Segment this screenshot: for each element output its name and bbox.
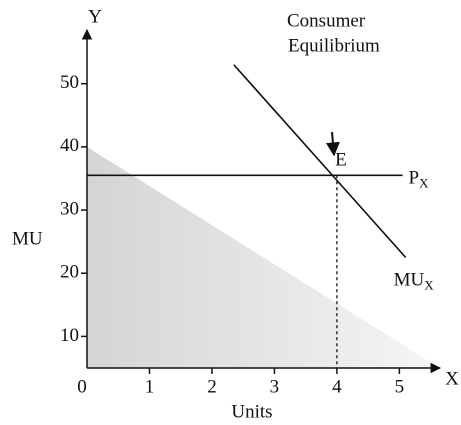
annotation-arrow — [325, 131, 340, 157]
series-subscript: X — [419, 175, 429, 190]
x-title: Units — [231, 401, 272, 422]
y-tick-label: 50 — [60, 72, 79, 93]
x-tick-label: 1 — [145, 376, 155, 397]
x-tick-label: 5 — [395, 376, 405, 397]
y-tick-label: 30 — [60, 198, 79, 219]
y-title: MU — [12, 228, 43, 249]
y-tick-label: 20 — [60, 262, 79, 283]
series-label: MUX — [394, 270, 435, 293]
equilibrium-label: E — [335, 150, 347, 171]
x-tick-label: 4 — [332, 376, 342, 397]
series-label: PX — [409, 168, 430, 191]
y-tick-label: 10 — [60, 325, 79, 346]
x-tick-label: 3 — [270, 376, 280, 397]
shaded-area — [87, 147, 440, 368]
series-subscript: X — [424, 277, 434, 292]
series-name: MU — [394, 270, 425, 291]
y-tick-label: 40 — [60, 135, 79, 156]
series-line — [233, 64, 407, 258]
y-axis-label: Y — [88, 6, 102, 27]
x-tick-label: 2 — [207, 376, 217, 397]
origin-label: 0 — [77, 376, 87, 397]
series-name: P — [409, 168, 420, 189]
x-axis-label: X — [445, 368, 459, 389]
annotation-line: Equilibrium — [288, 35, 380, 56]
annotation-line: Consumer — [287, 10, 366, 31]
